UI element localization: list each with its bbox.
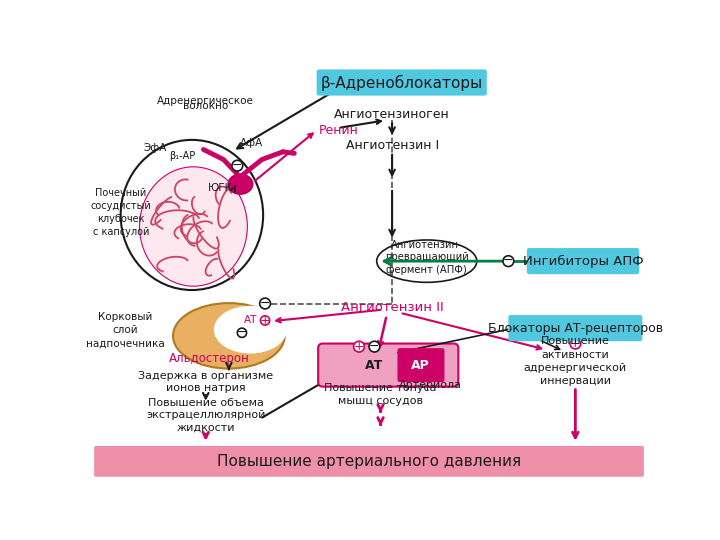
Text: Ангиотензин-
превращающий
фермент (АПФ): Ангиотензин- превращающий фермент (АПФ) [385, 240, 469, 275]
Text: ЭфА: ЭфА [143, 143, 166, 153]
FancyBboxPatch shape [508, 315, 642, 341]
Ellipse shape [140, 167, 248, 286]
Text: −: − [503, 254, 513, 267]
Circle shape [503, 256, 514, 267]
Ellipse shape [228, 174, 253, 194]
Text: АТ: АТ [365, 359, 384, 372]
Ellipse shape [121, 140, 263, 290]
Circle shape [260, 298, 271, 309]
FancyBboxPatch shape [317, 70, 487, 96]
Text: Повышение артериального давления: Повышение артериального давления [217, 454, 521, 469]
Circle shape [261, 316, 270, 325]
Text: Артериола: Артериола [399, 380, 462, 390]
Text: ЮГК: ЮГК [208, 183, 233, 193]
Ellipse shape [173, 303, 284, 369]
Text: Блокаторы АТ-рецепторов: Блокаторы АТ-рецепторов [487, 322, 663, 335]
Text: −: − [232, 159, 243, 172]
FancyBboxPatch shape [94, 446, 644, 477]
Text: Ренин: Ренин [319, 124, 359, 137]
Text: Альдостерон: Альдостерон [168, 353, 249, 366]
Text: −: − [369, 340, 379, 353]
Text: −: − [237, 326, 247, 339]
Circle shape [238, 328, 246, 338]
Text: β-Адреноблокаторы: β-Адреноблокаторы [320, 75, 483, 91]
Text: +: + [570, 336, 580, 350]
Text: −: − [260, 296, 270, 309]
Circle shape [232, 160, 243, 171]
Circle shape [369, 341, 379, 352]
Text: Ангиотензин II: Ангиотензин II [341, 301, 444, 314]
FancyBboxPatch shape [318, 343, 459, 387]
FancyBboxPatch shape [397, 348, 444, 382]
Text: Повышение объема
экстрацеллюлярной
жидкости: Повышение объема экстрацеллюлярной жидко… [146, 398, 266, 433]
Ellipse shape [214, 306, 287, 354]
Text: АР: АР [411, 359, 430, 372]
Text: β₁-АР: β₁-АР [169, 151, 196, 161]
Text: +: + [260, 314, 271, 327]
Circle shape [570, 338, 581, 349]
Text: Ангиотензиноген: Ангиотензиноген [334, 107, 450, 120]
Text: Почечный
сосудистый
клубочек
с капсулой: Почечный сосудистый клубочек с капсулой [91, 188, 151, 238]
Text: Ингибиторы АПФ: Ингибиторы АПФ [523, 255, 644, 268]
Text: +: + [354, 340, 364, 353]
Text: Задержка в организме
ионов натрия: Задержка в организме ионов натрия [138, 371, 274, 393]
FancyBboxPatch shape [527, 248, 639, 274]
Text: Корковый
слой
надпочечника: Корковый слой надпочечника [86, 312, 164, 349]
Text: волокно: волокно [183, 101, 228, 111]
Text: Ангиотензин I: Ангиотензин I [346, 139, 438, 152]
Circle shape [354, 341, 364, 352]
Text: Адренергическое: Адренергическое [158, 96, 254, 106]
Text: АфА: АфА [240, 138, 263, 149]
Text: Повышение
активности
адренергической
иннервации: Повышение активности адренергической инн… [523, 336, 627, 386]
Text: Повышение тонуса
мышц сосудов: Повышение тонуса мышц сосудов [324, 383, 437, 406]
Text: АТ: АТ [244, 315, 257, 326]
